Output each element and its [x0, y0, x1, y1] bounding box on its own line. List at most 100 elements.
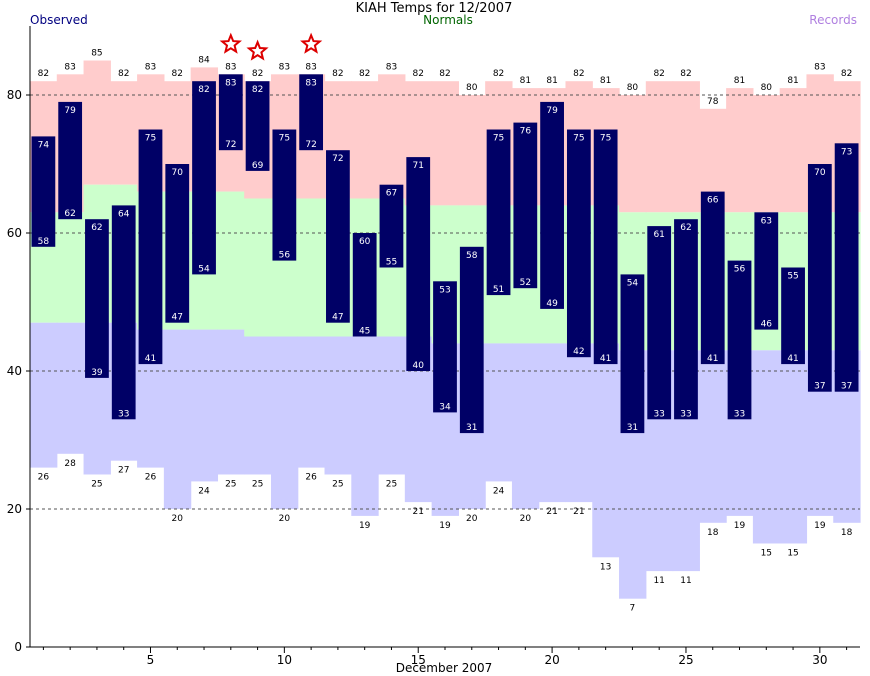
- x-axis-label: December 2007: [396, 661, 493, 675]
- observed-bar: [85, 219, 109, 378]
- record-low-label: 15: [787, 549, 798, 559]
- record-low-band: [592, 343, 620, 558]
- observed-bar: [218, 74, 243, 151]
- observed-bar: [647, 226, 672, 420]
- record-low-band: [779, 350, 808, 544]
- record-low-band: [163, 329, 192, 509]
- record-high-band: [645, 81, 674, 213]
- observed-high-label: 74: [38, 140, 50, 150]
- observed-low-label: 41: [600, 354, 611, 364]
- normal-range-band: [297, 198, 326, 337]
- record-low-band: [270, 336, 299, 509]
- record-low-label: 18: [841, 528, 853, 538]
- record-low-label: 25: [252, 480, 263, 490]
- observed-high-label: 79: [64, 106, 76, 116]
- record-low-band: [30, 322, 58, 468]
- record-high-band: [431, 81, 459, 206]
- observed-bar: [727, 260, 752, 420]
- record-high-label: 81: [546, 76, 557, 86]
- observed-high-label: 67: [386, 189, 397, 199]
- x-tick-label: 15: [411, 653, 426, 667]
- record-high-band: [619, 95, 647, 213]
- observed-bar: [138, 129, 163, 365]
- observed-high-label: 75: [279, 134, 290, 144]
- observed-bar: [326, 150, 350, 323]
- normal-range-band: [56, 212, 85, 323]
- record-high-label: 82: [332, 69, 343, 79]
- record-high-band: [779, 88, 808, 213]
- observed-high-label: 55: [787, 272, 798, 282]
- observed-high-label: 75: [600, 134, 611, 144]
- record-high-label: 83: [814, 62, 825, 72]
- observed-high-label: 66: [707, 196, 719, 206]
- observed-low-label: 37: [841, 382, 852, 392]
- observed-low-label: 47: [172, 313, 183, 323]
- record-high-band: [110, 81, 138, 185]
- record-high-band: [726, 88, 754, 213]
- record-low-label: 7: [630, 604, 636, 614]
- record-high-label: 85: [91, 49, 102, 59]
- record-low-label: 20: [520, 514, 532, 524]
- record-star-icon: [246, 39, 269, 61]
- record-high-label: 83: [64, 62, 75, 72]
- record-low-band: [511, 343, 540, 509]
- record-high-label: 83: [145, 62, 156, 72]
- observed-high-label: 71: [412, 161, 423, 171]
- observed-bar: [58, 101, 83, 220]
- record-low-label: 27: [118, 466, 129, 476]
- record-low-band: [56, 322, 85, 454]
- record-low-band: [699, 350, 727, 523]
- observed-low-label: 39: [91, 368, 103, 378]
- observed-low-label: 52: [520, 278, 531, 288]
- x-tick-label: 25: [678, 653, 693, 667]
- observed-low-label: 45: [359, 327, 370, 337]
- y-tick-label: 60: [7, 226, 22, 240]
- observed-bar: [245, 81, 270, 171]
- record-low-label: 19: [359, 521, 371, 531]
- record-low-label: 25: [332, 480, 343, 490]
- observed-bar: [593, 129, 618, 365]
- record-low-band: [752, 350, 781, 544]
- record-labels: 82 26 83 28 85 25 82 27 83 26 82 20 84 24 83 25 82 25 83 20…: [38, 49, 853, 614]
- observed-bar: [406, 157, 431, 371]
- observed-high-label: 75: [573, 134, 584, 144]
- observed-bar: [379, 184, 404, 268]
- observed-high-label: 83: [305, 78, 316, 88]
- observed-low-label: 33: [653, 409, 664, 419]
- record-high-label: 81: [600, 76, 611, 86]
- record-high-band: [351, 81, 379, 199]
- observed-low-label: 41: [787, 354, 798, 364]
- record-high-label: 82: [412, 69, 423, 79]
- record-high-label: 82: [359, 69, 370, 79]
- x-tick-label: 30: [812, 653, 827, 667]
- axes: 0 20 40 60 80 5 10 15 20 25 30: [7, 26, 860, 667]
- observed-bar: [807, 164, 832, 392]
- observed-bar: [299, 74, 324, 151]
- y-tick-label: 80: [7, 88, 22, 102]
- observed-low-label: 69: [252, 161, 264, 171]
- record-low-label: 26: [305, 473, 317, 483]
- record-high-band: [672, 81, 700, 213]
- record-low-label: 20: [172, 514, 184, 524]
- record-stars: [219, 32, 323, 61]
- record-low-band: [297, 336, 326, 468]
- record-high-label: 82: [38, 69, 49, 79]
- record-low-label: 11: [653, 576, 664, 586]
- record-low-label: 21: [412, 507, 423, 517]
- record-high-label: 82: [841, 69, 852, 79]
- observed-high-label: 70: [814, 168, 826, 178]
- record-high-label: 82: [573, 69, 584, 79]
- observed-bar: [620, 274, 645, 434]
- record-high-label: 83: [386, 62, 397, 72]
- observed-low-label: 56: [279, 251, 291, 261]
- observed-bar: [834, 143, 859, 392]
- record-low-band: [244, 336, 272, 475]
- record-low-label: 24: [493, 486, 505, 496]
- record-high-label: 83: [225, 62, 236, 72]
- observed-high-label: 83: [225, 78, 236, 88]
- observed-bar: [781, 267, 805, 365]
- record-high-label: 80: [466, 83, 478, 93]
- record-high-label: 82: [172, 69, 183, 79]
- record-low-label: 15: [761, 549, 772, 559]
- observed-bar: [165, 164, 190, 323]
